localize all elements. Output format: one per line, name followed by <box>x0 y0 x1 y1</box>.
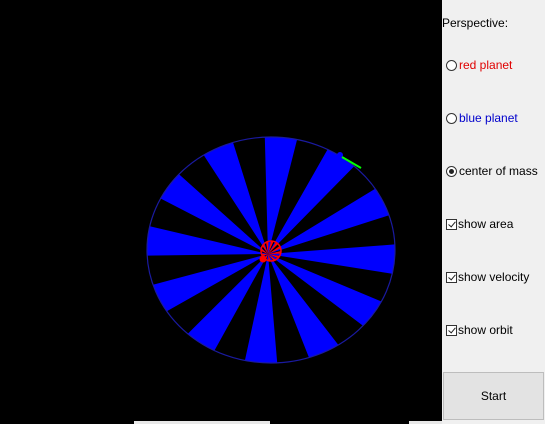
checkbox-label: show velocity <box>458 270 530 284</box>
radio-red-planet[interactable]: red planet <box>446 56 512 74</box>
velocity-vector <box>341 156 362 169</box>
area-sector <box>268 244 395 274</box>
red-area-sector <box>262 243 268 254</box>
perspective-label: Perspective: <box>442 16 509 30</box>
radio-button[interactable] <box>446 165 457 177</box>
orbit-diagram <box>146 136 396 364</box>
red-area-sector <box>268 254 280 259</box>
checkbox[interactable] <box>446 324 457 336</box>
radio-button[interactable] <box>446 112 457 124</box>
radio-label: blue planet <box>459 111 518 125</box>
radio-blue-planet[interactable]: blue planet <box>446 109 518 127</box>
red-area-sector <box>261 248 268 254</box>
red-orbit-circle <box>260 240 282 262</box>
area-sector <box>153 254 268 312</box>
area-sector <box>160 174 268 254</box>
checkbox-show-orbit[interactable]: show orbit <box>446 321 513 339</box>
area-sectors <box>147 137 395 363</box>
checkbox-label: show area <box>458 217 514 231</box>
blue-planet-orbit <box>146 136 396 364</box>
area-sector <box>268 149 355 254</box>
checkbox-show-area[interactable]: show area <box>446 215 513 233</box>
red-planet <box>259 255 267 263</box>
radio-center-of-mass[interactable]: center of mass <box>446 162 538 180</box>
control-panel: Perspective: red planet blue planet cent… <box>442 0 545 424</box>
simulation-canvas <box>146 136 396 364</box>
area-sector <box>147 226 268 256</box>
bottom-strip-right <box>409 421 442 424</box>
area-sector <box>203 142 268 254</box>
blue-planet <box>337 152 343 158</box>
area-sector <box>187 254 268 351</box>
red-area-sector <box>268 254 271 261</box>
red-area-sector <box>268 254 276 261</box>
radio-label: center of mass <box>459 164 538 178</box>
checkbox[interactable] <box>446 271 457 283</box>
start-button[interactable]: Start <box>443 372 544 420</box>
radio-button[interactable] <box>446 59 457 71</box>
area-sector <box>268 254 382 326</box>
red-area-sector <box>268 241 274 254</box>
area-sector <box>268 188 389 254</box>
bottom-strip-left <box>134 421 270 424</box>
red-area-sector <box>266 241 269 254</box>
red-area-sector <box>268 246 281 254</box>
checkbox-label: show orbit <box>458 323 513 337</box>
radio-label: red planet <box>459 58 513 72</box>
checkbox[interactable] <box>446 218 457 230</box>
red-planet-orbit <box>260 240 282 262</box>
area-sector <box>264 137 298 254</box>
red-area-sector <box>261 253 268 256</box>
red-area-sector <box>268 251 281 254</box>
area-sector <box>244 254 278 363</box>
red-area-sector <box>268 242 279 254</box>
area-sector <box>268 254 339 358</box>
checkbox-show-velocity[interactable]: show velocity <box>446 268 529 286</box>
